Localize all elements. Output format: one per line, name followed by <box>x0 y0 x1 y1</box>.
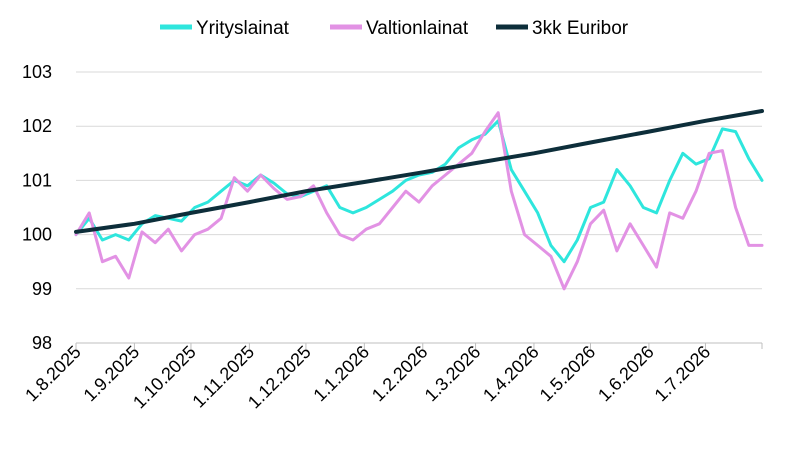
y-tick-label: 103 <box>22 62 52 82</box>
y-tick-label: 102 <box>22 116 52 136</box>
y-tick-label: 101 <box>22 170 52 190</box>
x-tick-label: 1.3.2026 <box>421 342 485 406</box>
x-axis: 1.8.20251.9.20251.10.20251.11.20251.12.2… <box>21 342 763 412</box>
series-line-1 <box>74 119 764 264</box>
x-tick-label: 1.1.2026 <box>309 342 373 406</box>
legend-label: Yrityslainat <box>196 18 290 39</box>
y-tick-label: 99 <box>32 279 52 299</box>
legend-label: Valtionlainat <box>366 18 469 39</box>
series-line-3 <box>74 109 764 234</box>
chart-series <box>74 109 764 291</box>
x-tick-label: 1.7.2026 <box>651 342 715 406</box>
chart-legend: Yrityslainat Valtionlainat 3kk Euribor <box>160 18 629 39</box>
x-tick-label: 1.6.2026 <box>594 342 658 406</box>
series-line-2 <box>74 111 764 291</box>
x-tick-label: 1.5.2026 <box>536 342 600 406</box>
x-tick-label: 1.8.2025 <box>21 342 85 406</box>
y-tick-label: 98 <box>32 333 52 353</box>
x-tick-label: 1.4.2026 <box>479 342 543 406</box>
legend-label: 3kk Euribor <box>532 18 629 39</box>
y-axis-tick-labels: 98 99 100 101 102 103 <box>22 62 52 353</box>
x-tick-label: 1.2.2026 <box>368 342 432 406</box>
y-tick-label: 100 <box>22 225 52 245</box>
